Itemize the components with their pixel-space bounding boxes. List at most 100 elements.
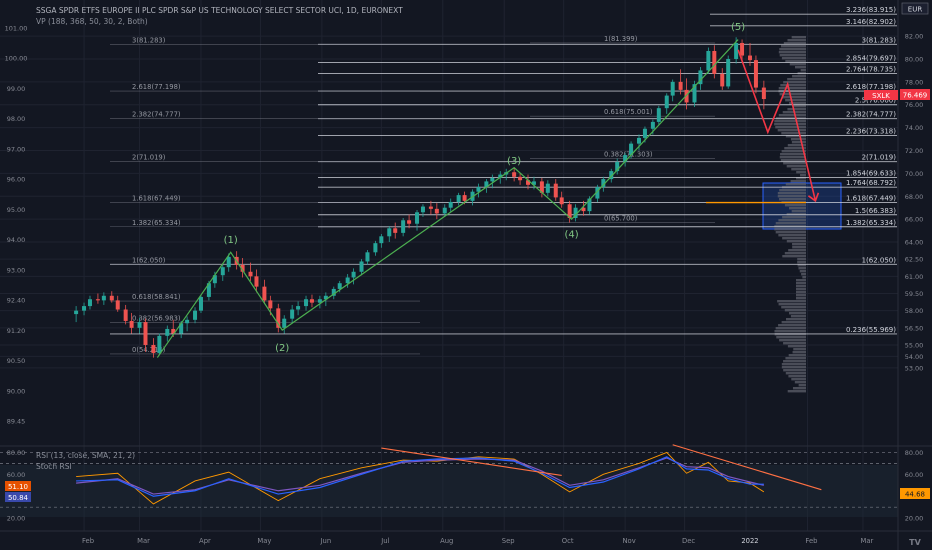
candle-body xyxy=(637,137,642,144)
fib-left-label: 0(54.214) xyxy=(132,346,166,354)
fib-right-label: 2.382(74.777) xyxy=(846,111,896,119)
candle-body xyxy=(747,55,752,61)
volume-profile-bar xyxy=(774,225,806,228)
volume-profile-bar xyxy=(777,192,806,195)
candle-body xyxy=(698,70,703,85)
volume-profile-bar xyxy=(790,138,806,141)
fib-left-label: 1.382(65.334) xyxy=(132,219,181,227)
vertical-gridlines xyxy=(83,0,864,531)
currency-button[interactable] xyxy=(901,2,929,15)
rsi-ma-tag xyxy=(5,492,31,502)
candle-body xyxy=(95,299,100,301)
right-axis-tick: 80.00 xyxy=(905,55,924,63)
candle-body xyxy=(670,81,675,96)
left-axis-tick: 93.00 xyxy=(7,266,26,274)
fib-left-label: 2.618(77.198) xyxy=(132,83,181,91)
time-axis-tick: Nov xyxy=(622,537,635,545)
time-axis[interactable]: Feb Mar Apr May Jun Jul Aug Sep Oct Nov Dec 2022 Feb… xyxy=(82,537,874,545)
volume-profile-bar xyxy=(781,132,806,135)
fib-mid-label: 1(81.399) xyxy=(604,35,638,43)
time-axis-tick: Dec xyxy=(682,537,695,545)
candle-body xyxy=(123,309,128,321)
volume-profile-bar xyxy=(794,381,806,384)
volume-profile-bar xyxy=(777,129,806,132)
volume-profile-bar xyxy=(783,162,806,165)
right-axis-tick: 64.00 xyxy=(905,239,924,247)
candle-body xyxy=(573,207,578,218)
fib-left-label: 3(81.283) xyxy=(132,36,166,44)
candle-body xyxy=(387,228,392,237)
volume-profile-bar xyxy=(799,270,806,273)
volume-profile-bar xyxy=(800,174,806,177)
candle-body xyxy=(484,181,489,188)
volume-profile-bar xyxy=(791,168,806,171)
right-price-axis[interactable]: 82.00 80.00 78.00 76.00 74.00 72.00 70.00 68.00… xyxy=(905,33,924,373)
candle-body xyxy=(407,220,412,224)
volume-profile-bar xyxy=(782,237,806,240)
volume-profile-bar xyxy=(793,348,806,351)
projection-arrowhead xyxy=(807,192,820,203)
candle-body xyxy=(462,195,467,201)
fib-right-label: 1.382(65.334) xyxy=(846,219,896,227)
candle-body xyxy=(428,206,433,209)
volume-profile-bar xyxy=(789,312,806,315)
candle-body xyxy=(726,58,731,87)
candle-body xyxy=(684,89,689,103)
volume-profile-bar xyxy=(800,69,806,72)
volume-profile-bar xyxy=(779,54,806,57)
volume-profile-bar xyxy=(798,384,806,387)
left-axis-tick: 100.00 xyxy=(5,55,28,63)
candle-body xyxy=(720,73,725,87)
wave-label: (3) xyxy=(507,156,521,167)
candle-body xyxy=(656,108,661,122)
volume-profile-bar xyxy=(774,228,806,231)
volume-profile-bar xyxy=(784,147,806,150)
chart-title: SSGA SPDR ETFS EUROPE II PLC SPDR S&P US… xyxy=(36,6,403,15)
wave-labels: (1) (2) (3) (4) (5) xyxy=(224,22,746,354)
candle-body xyxy=(206,283,211,297)
volume-profile-bar xyxy=(780,159,806,162)
wave-label: (4) xyxy=(565,230,579,241)
right-axis-tick: 66.00 xyxy=(905,216,924,224)
candle-body xyxy=(317,299,322,303)
rsi-left-tick: 80.00 xyxy=(7,449,26,457)
fib-right-label: 3(81.283) xyxy=(862,36,897,44)
volume-profile-bar xyxy=(797,264,806,267)
candle-body xyxy=(393,228,398,233)
volume-profile-bar xyxy=(781,96,806,99)
rsi-ma-text: 50.84 xyxy=(8,494,29,502)
volume-profile-bar xyxy=(785,318,806,321)
candle-body xyxy=(143,322,148,345)
volume-profile-bar xyxy=(778,234,806,237)
left-axis-tick: 98.00 xyxy=(7,115,26,123)
volume-profile-bar xyxy=(775,231,806,234)
candle-body xyxy=(712,50,717,74)
symbol-tag-text: SXLK xyxy=(872,92,890,100)
candle-body xyxy=(304,299,309,307)
fib-left-label: 0.618(58.841) xyxy=(132,293,181,301)
volume-profile-bar xyxy=(783,342,806,345)
volume-profile-bar xyxy=(785,60,806,63)
candle-body xyxy=(706,50,711,71)
volume-profile-bar xyxy=(796,279,806,282)
volume-profile-bar xyxy=(792,351,806,354)
volume-profile-bar xyxy=(776,336,806,339)
candle-body xyxy=(171,328,176,334)
volume-profile-bar xyxy=(778,51,806,54)
candle-body xyxy=(587,198,592,212)
volume-profile-bar xyxy=(797,261,806,264)
candle-body xyxy=(692,84,697,103)
fib-left-label: 1(62.050) xyxy=(132,256,166,264)
candle-body xyxy=(581,207,586,212)
volume-profile-bar xyxy=(784,204,806,207)
rsi-right-tick: 80.00 xyxy=(905,449,924,457)
candle-body xyxy=(553,183,558,198)
candle-body xyxy=(351,271,356,278)
volume-profile-bar xyxy=(787,345,806,348)
volume-profile-bar xyxy=(777,300,806,303)
rsi-band-fill xyxy=(0,465,898,517)
candle-body xyxy=(734,42,739,59)
volume-profile-bar xyxy=(774,120,806,123)
candle-body xyxy=(179,323,184,334)
candle-body xyxy=(331,288,336,296)
